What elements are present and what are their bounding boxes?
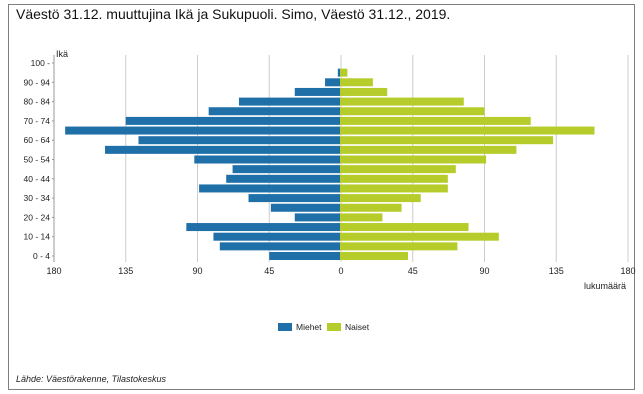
- y-tick-label: 70 - 74: [24, 116, 51, 126]
- y-tick-label: 100 -: [31, 58, 51, 68]
- bar-naiset: [340, 184, 448, 193]
- bar-naiset: [340, 242, 458, 251]
- bar-naiset: [340, 232, 499, 241]
- bar-miehet: [65, 126, 341, 135]
- bar-miehet: [270, 203, 340, 212]
- bar-naiset: [340, 165, 456, 174]
- source-note: Lähde: Väestörakenne, Tilastokeskus: [16, 374, 167, 384]
- x-tick-label: 135: [549, 266, 564, 276]
- bar-miehet: [186, 223, 340, 232]
- y-tick-label: 60 - 64: [24, 135, 51, 145]
- bar-naiset: [340, 174, 448, 183]
- x-tick-label: 135: [118, 266, 133, 276]
- bar-miehet: [138, 136, 340, 145]
- bar-miehet: [213, 232, 340, 241]
- x-tick-label: 0: [338, 266, 343, 276]
- y-tick-label: 80 - 84: [24, 97, 51, 107]
- y-tick-label: 30 - 34: [24, 193, 51, 203]
- bar-miehet: [232, 165, 340, 174]
- x-tick-label: 180: [46, 266, 61, 276]
- legend: Miehet Naiset: [278, 322, 370, 332]
- x-tick-label: 45: [408, 266, 418, 276]
- bar-naiset: [340, 68, 348, 77]
- x-axis-label: lukumäärä: [584, 281, 626, 291]
- x-tick-label: 45: [264, 266, 274, 276]
- bar-naiset: [340, 223, 469, 232]
- bar-miehet: [325, 78, 340, 87]
- bar-naiset: [340, 203, 402, 212]
- bar-miehet: [294, 87, 340, 96]
- bar-naiset: [340, 194, 421, 203]
- bar-naiset: [340, 97, 464, 106]
- chart-title: Väestö 31.12. muuttujina Ikä ja Sukupuol…: [16, 6, 451, 22]
- bar-miehet: [199, 184, 340, 193]
- x-tick-label: 90: [479, 266, 489, 276]
- bar-naiset: [340, 78, 373, 87]
- y-axis: Ikä 0 - 4 10 - 14 20 - 24 30 - 34 40 - 44 50 -…: [24, 49, 68, 262]
- legend-label-miehet: Miehet: [296, 322, 322, 332]
- y-tick-label: 90 - 94: [24, 77, 51, 87]
- bar-naiset: [340, 155, 487, 164]
- y-axis-label: Ikä: [56, 49, 68, 59]
- y-tick-label: 20 - 24: [24, 212, 51, 222]
- bar-miehet: [248, 194, 340, 203]
- bar-naiset: [340, 136, 554, 145]
- y-tick-label: 0 - 4: [33, 251, 50, 261]
- legend-label-naiset: Naiset: [345, 322, 370, 332]
- bar-naiset: [340, 107, 485, 116]
- bar-naiset: [340, 116, 531, 125]
- y-tick-label: 40 - 44: [24, 174, 51, 184]
- x-tick-label: 180: [620, 266, 635, 276]
- bar-naiset: [340, 126, 595, 135]
- y-tick-label: 10 - 14: [24, 232, 51, 242]
- bar-miehet: [226, 174, 340, 183]
- bar-miehet: [219, 242, 340, 251]
- bar-miehet: [238, 97, 340, 106]
- bar-miehet: [194, 155, 340, 164]
- legend-swatch-naiset: [327, 323, 341, 331]
- legend-swatch-miehet: [278, 323, 292, 331]
- bar-naiset: [340, 87, 388, 96]
- y-tick-label: 50 - 54: [24, 155, 51, 165]
- bar-naiset: [340, 252, 408, 260]
- x-tick-label: 90: [192, 266, 202, 276]
- bar-miehet: [125, 116, 340, 125]
- series-miehet: [65, 68, 341, 260]
- bar-miehet: [337, 68, 340, 77]
- bar-naiset: [340, 145, 517, 154]
- series-naiset: [340, 68, 595, 260]
- bar-miehet: [208, 107, 340, 116]
- bar-naiset: [340, 213, 383, 222]
- bar-miehet: [269, 252, 340, 260]
- bar-miehet: [105, 145, 341, 154]
- x-axis: 180 135 90 45 0 45 90 135 180 lukumäärä: [46, 266, 635, 291]
- bar-miehet: [294, 213, 340, 222]
